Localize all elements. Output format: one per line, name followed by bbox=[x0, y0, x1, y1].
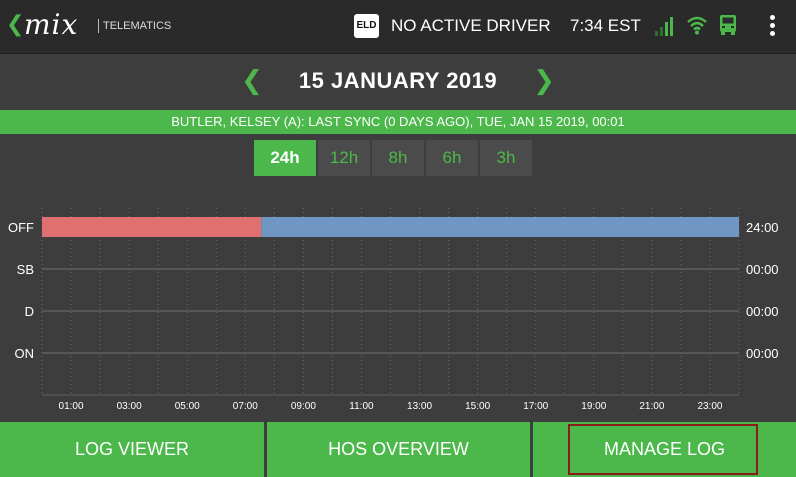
log-viewer-button[interactable]: LOG VIEWER bbox=[0, 422, 264, 477]
bottom-nav: LOG VIEWER HOS OVERVIEW MANAGE LOG bbox=[0, 422, 796, 477]
zoom-tab-3h[interactable]: 3h bbox=[480, 140, 532, 176]
status-segment-1 bbox=[42, 217, 262, 237]
logo-subtitle: TELEMATICS bbox=[98, 19, 171, 33]
x-tick-label: 05:00 bbox=[175, 401, 200, 412]
x-tick-label: 11:00 bbox=[349, 401, 374, 412]
row-label-off: OFF bbox=[8, 220, 34, 235]
row-label-d: D bbox=[25, 304, 34, 319]
driver-status: NO ACTIVE DRIVER bbox=[391, 16, 551, 35]
clock: 7:34 EST bbox=[570, 16, 641, 35]
back-chevron-icon[interactable]: ❮ bbox=[6, 11, 25, 36]
hos-log-chart-svg: OFF 24:00 SB 00:00 D 00:00 ON 00:00 01:00 03:00 05… bbox=[8, 208, 779, 412]
x-tick-label: 01:00 bbox=[59, 401, 84, 412]
x-tick-label: 19:00 bbox=[581, 401, 606, 412]
previous-day-chevron-icon[interactable]: ❮ bbox=[241, 65, 263, 95]
x-tick-label: 03:00 bbox=[117, 401, 142, 412]
sync-status-bar: BUTLER, KELSEY (A): LAST SYNC (0 DAYS AG… bbox=[0, 110, 796, 134]
next-day-chevron-icon[interactable]: ❯ bbox=[533, 65, 555, 95]
row-label-sb: SB bbox=[17, 262, 34, 277]
mix-logo: mix bbox=[24, 8, 79, 41]
zoom-tab-12h[interactable]: 12h bbox=[318, 140, 370, 176]
row-total-off: 24:00 bbox=[746, 220, 779, 235]
x-tick-label: 17:00 bbox=[523, 401, 548, 412]
date-navigator: ❮ 15 JANUARY 2019 ❯ bbox=[0, 54, 796, 108]
row-total-on: 00:00 bbox=[746, 346, 779, 361]
x-tick-label: 07:00 bbox=[233, 401, 258, 412]
row-total-d: 00:00 bbox=[746, 304, 779, 319]
zoom-tab-24h[interactable]: 24h bbox=[254, 140, 316, 176]
hos-overview-button[interactable]: HOS OVERVIEW bbox=[267, 422, 530, 477]
top-bar: ❮ mix TELEMATICS ELD NO ACTIVE DRIVER 7:… bbox=[0, 0, 796, 54]
wifi-icon bbox=[687, 16, 707, 35]
x-tick-label: 13:00 bbox=[407, 401, 432, 412]
zoom-tabs: 24h 12h 8h 6h 3h bbox=[254, 140, 532, 176]
x-tick-label: 21:00 bbox=[639, 401, 664, 412]
row-label-on: ON bbox=[15, 346, 35, 361]
x-tick-label: 09:00 bbox=[291, 401, 316, 412]
x-tick-label: 23:00 bbox=[697, 401, 722, 412]
status-segment-2 bbox=[261, 217, 739, 237]
row-total-sb: 00:00 bbox=[746, 262, 779, 277]
overflow-menu-icon[interactable] bbox=[764, 14, 780, 38]
zoom-tab-6h[interactable]: 6h bbox=[426, 140, 478, 176]
truck-icon[interactable] bbox=[718, 14, 738, 36]
date-title: 15 JANUARY 2019 bbox=[298, 68, 498, 93]
cellular-signal-icon bbox=[655, 16, 675, 36]
eld-badge-icon: ELD bbox=[354, 14, 379, 38]
hos-log-chart: OFF 24:00 SB 00:00 D 00:00 ON 00:00 01:00 03:00 05… bbox=[0, 182, 796, 422]
x-tick-label: 15:00 bbox=[465, 401, 490, 412]
manage-log-button[interactable]: MANAGE LOG bbox=[533, 422, 796, 477]
zoom-tab-8h[interactable]: 8h bbox=[372, 140, 424, 176]
